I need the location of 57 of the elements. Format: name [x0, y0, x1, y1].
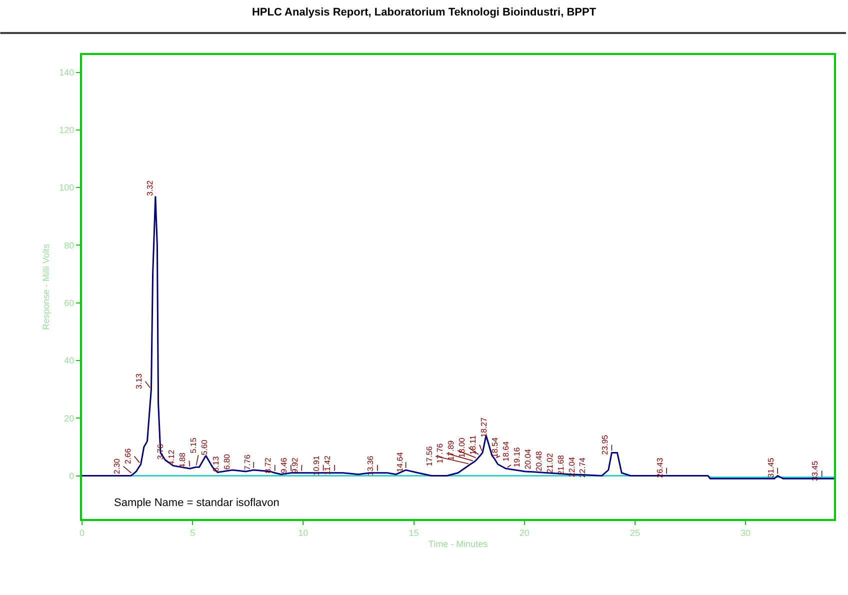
annotation: 13.36 [366, 455, 376, 476]
y-tick-label: 40 [64, 356, 74, 366]
annotation: 31.45 [766, 457, 776, 478]
annotation: 11.42 [323, 454, 332, 475]
annotation: 33.45 [810, 460, 820, 481]
annotation: 5.15 [189, 437, 198, 454]
chart-title: HPLC Analysis Report, Laboratorium Teknologi Bioindustri, BPPT [252, 6, 596, 19]
y-tick-label: 20 [64, 413, 74, 424]
annotation: 7.76 [243, 454, 252, 470]
annotation: 26.43 [655, 457, 664, 478]
annotation: 21.68 [556, 454, 566, 476]
x-tick-label: 30 [740, 528, 751, 538]
annotation: 8.72 [263, 457, 272, 474]
annotation: 20.04 [524, 448, 533, 470]
annotation: 21.02 [546, 452, 555, 474]
line-series [82, 195, 834, 480]
annotation: 22.04 [567, 456, 576, 478]
annotation: 17.56 [424, 446, 434, 466]
y-tick-label: 100 [59, 182, 74, 193]
annotation: 6.13 [211, 456, 220, 472]
annotation: 23.95 [600, 434, 610, 455]
annotation: 18.27 [480, 416, 489, 438]
annotation: 18.11 [468, 434, 478, 455]
y-tick-label: 0 [69, 470, 74, 481]
annotation: 10.91 [312, 455, 321, 476]
annotation: 3.13 [134, 372, 144, 390]
annotation: 17.76 [436, 442, 445, 464]
annotation: 2.66 [124, 448, 133, 464]
annotation: 4.12 [167, 449, 176, 466]
annotation: 5.60 [200, 439, 210, 456]
y-tick-label: 140 [59, 67, 74, 78]
annotation: 9.46 [279, 457, 288, 474]
y-tick-label: 60 [64, 298, 74, 308]
y-tick-label: 120 [59, 125, 74, 136]
annotation: 22.74 [578, 457, 587, 478]
annotation: Sample Name = standar isoflavon [114, 497, 280, 509]
x-tick-label: 15 [408, 528, 419, 538]
annotation: 3.76 [156, 444, 165, 460]
annotation: 17.89 [446, 440, 456, 461]
y-tick-label: 80 [64, 240, 74, 250]
x-tick-label: 20 [519, 528, 530, 538]
annotation: 2.30 [112, 458, 122, 474]
annotation: 6.80 [222, 453, 232, 470]
x-tick-label: 10 [298, 528, 308, 538]
annotation: 3.32 [146, 180, 155, 196]
y-axis-title: Response - Milli Volts [41, 243, 52, 330]
x-tick-label: 5 [190, 528, 196, 538]
annotation: 9.92 [290, 457, 300, 474]
annotation: 18.64 [502, 440, 511, 462]
x-tick-label: 25 [630, 528, 640, 538]
annotation: 20.48 [534, 450, 544, 472]
annotation: 19.16 [512, 446, 522, 468]
annotation: 18.00 [457, 437, 466, 458]
x-tick-label: 0 [79, 528, 85, 538]
x-axis-title: Time - Minutes [428, 539, 488, 550]
annotation: 4.88 [178, 452, 188, 468]
annotation: 14.64 [395, 452, 404, 472]
